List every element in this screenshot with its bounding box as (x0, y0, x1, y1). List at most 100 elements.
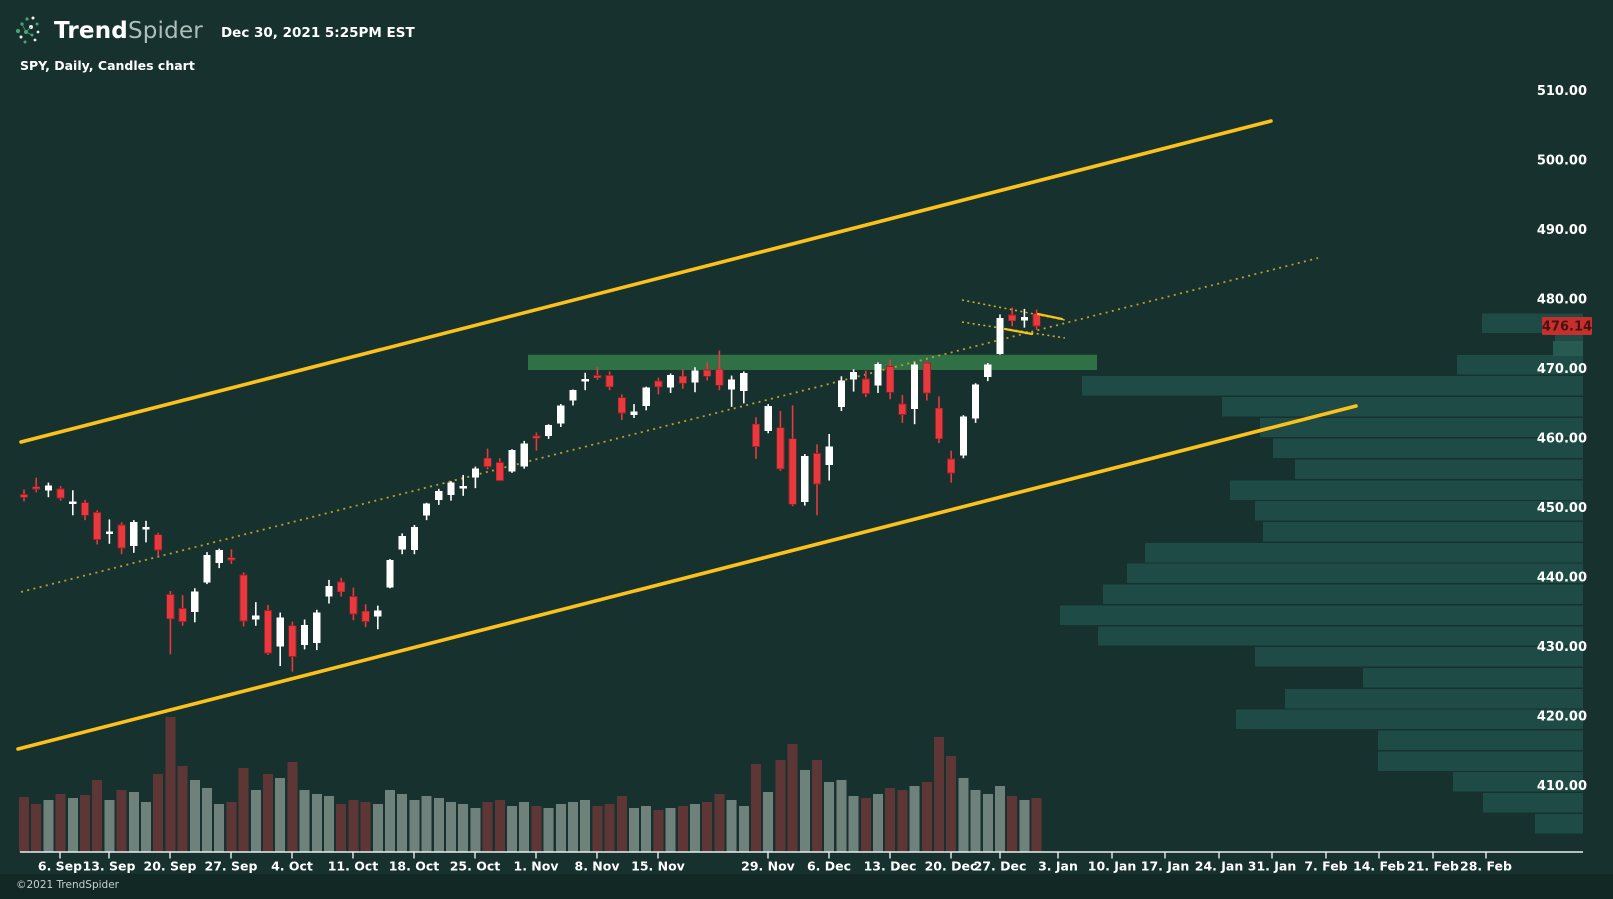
candle-body[interactable] (483, 457, 492, 468)
candle-body[interactable] (435, 490, 443, 500)
candle-body[interactable] (569, 390, 577, 401)
candle-body[interactable] (886, 366, 895, 393)
candle-body[interactable] (154, 534, 163, 551)
candle-body[interactable] (178, 608, 187, 623)
candle-body[interactable] (545, 424, 553, 437)
candle-body[interactable] (32, 486, 41, 490)
candle-body[interactable] (667, 374, 675, 388)
candle-body[interactable] (252, 615, 260, 620)
candle-body[interactable] (191, 591, 199, 612)
time-axis-label[interactable]: 21. Feb (1407, 859, 1459, 874)
time-axis-label[interactable]: 20. Sep (144, 859, 197, 874)
candle-body[interactable] (861, 378, 870, 395)
time-axis-label[interactable]: 6. Sep (38, 859, 82, 874)
flag-upper-tip[interactable] (1036, 312, 1064, 321)
candle-body[interactable] (959, 416, 967, 456)
time-axis-label[interactable]: 13. Dec (864, 859, 917, 874)
candle-body[interactable] (788, 438, 797, 505)
time-axis-label[interactable]: 14. Feb (1353, 859, 1405, 874)
candle-body[interactable] (69, 501, 77, 505)
mid-dotted-trendline[interactable] (20, 257, 1319, 593)
time-axis-label[interactable]: 10. Jan (1088, 859, 1136, 874)
time-axis-label[interactable]: 3. Jan (1038, 859, 1078, 874)
candle-body[interactable] (898, 403, 907, 415)
time-axis-label[interactable]: 7. Feb (1304, 859, 1347, 874)
candle-body[interactable] (81, 502, 90, 516)
time-axis-label[interactable]: 1. Nov (514, 859, 559, 874)
flag-lower-tip[interactable] (1003, 327, 1034, 336)
candle-body[interactable] (776, 427, 785, 470)
candle-body[interactable] (922, 362, 931, 394)
candle-body[interactable] (520, 443, 528, 467)
candle-body[interactable] (337, 581, 346, 593)
price-axis-label[interactable]: 440.00 (1537, 571, 1587, 586)
candle-body[interactable] (459, 486, 467, 489)
candle-body[interactable] (642, 387, 650, 407)
candle-body[interactable] (325, 586, 333, 597)
candle-body[interactable] (911, 364, 919, 409)
candle-body[interactable] (495, 462, 504, 481)
time-axis-label[interactable]: 6. Dec (807, 859, 851, 874)
candle-body[interactable] (276, 617, 284, 647)
candle-body[interactable] (703, 369, 712, 377)
candle-body[interactable] (105, 531, 113, 535)
candle-body[interactable] (850, 372, 858, 380)
price-axis-label[interactable]: 470.00 (1537, 362, 1587, 377)
candle-body[interactable] (166, 594, 175, 620)
candle-body[interactable] (508, 449, 516, 472)
time-axis-label[interactable]: 11. Oct (328, 859, 379, 874)
candle-body[interactable] (728, 379, 736, 390)
time-axis-label[interactable]: 28. Feb (1460, 859, 1512, 874)
candle-body[interactable] (801, 456, 809, 503)
candle-body[interactable] (764, 406, 772, 432)
price-axis-label[interactable]: 450.00 (1537, 501, 1587, 516)
candle-body[interactable] (117, 524, 126, 549)
upper-channel-line[interactable] (19, 119, 1273, 444)
candle-body[interactable] (678, 375, 687, 384)
candle-body[interactable] (984, 364, 992, 377)
resistance-zone[interactable] (528, 354, 1097, 371)
candle-body[interactable] (93, 512, 102, 540)
candle-body[interactable] (56, 488, 65, 499)
candle-body[interactable] (44, 485, 52, 491)
candle-body[interactable] (263, 610, 272, 654)
time-axis-label[interactable]: 20. Dec (925, 859, 978, 874)
time-axis-label[interactable]: 4. Oct (271, 859, 313, 874)
candle-body[interactable] (313, 612, 321, 644)
price-axis-label[interactable]: 430.00 (1537, 640, 1587, 655)
price-axis-label[interactable]: 460.00 (1537, 432, 1587, 447)
candle-body[interactable] (935, 407, 944, 440)
candle-body[interactable] (386, 559, 394, 588)
price-axis-label[interactable]: 480.00 (1537, 293, 1587, 308)
candle-body[interactable] (557, 405, 565, 424)
price-axis[interactable]: 510.00 500.00 490.00 480.00 470.00 460.00 450.… (1537, 84, 1587, 794)
candle-body[interactable] (410, 527, 418, 551)
candle-body[interactable] (130, 522, 138, 546)
candle-body[interactable] (361, 610, 370, 623)
candles-layer[interactable] (19, 307, 1041, 672)
candle-body[interactable] (740, 372, 748, 391)
candle-body[interactable] (239, 574, 248, 622)
price-axis-label[interactable]: 410.00 (1537, 779, 1587, 794)
lower-channel-line[interactable] (16, 404, 1358, 751)
time-axis-label[interactable]: 13. Sep (83, 859, 136, 874)
candle-body[interactable] (617, 397, 626, 414)
time-axis-label[interactable]: 17. Jan (1141, 859, 1189, 874)
price-axis-label[interactable]: 510.00 (1537, 84, 1587, 99)
candle-body[interactable] (654, 380, 663, 388)
price-axis-label[interactable]: 420.00 (1537, 710, 1587, 725)
candle-body[interactable] (825, 446, 833, 466)
candle-body[interactable] (398, 536, 406, 550)
time-axis[interactable]: 6. Sep 13. Sep 20. Sep 27. Sep 4. Oct 11. Oct… (20, 851, 1583, 874)
time-axis-label[interactable]: 15. Nov (631, 859, 685, 874)
candle-body[interactable] (142, 527, 150, 530)
price-axis-label[interactable]: 500.00 (1537, 154, 1587, 169)
candle-body[interactable] (1032, 313, 1041, 327)
candle-body[interactable] (1020, 317, 1028, 321)
time-axis-label[interactable]: 31. Jan (1248, 859, 1296, 874)
candle-body[interactable] (874, 363, 882, 386)
time-axis-label[interactable]: 24. Jan (1195, 859, 1243, 874)
time-axis-label[interactable]: 27. Dec (974, 859, 1027, 874)
time-axis-label[interactable]: 29. Nov (741, 859, 795, 874)
